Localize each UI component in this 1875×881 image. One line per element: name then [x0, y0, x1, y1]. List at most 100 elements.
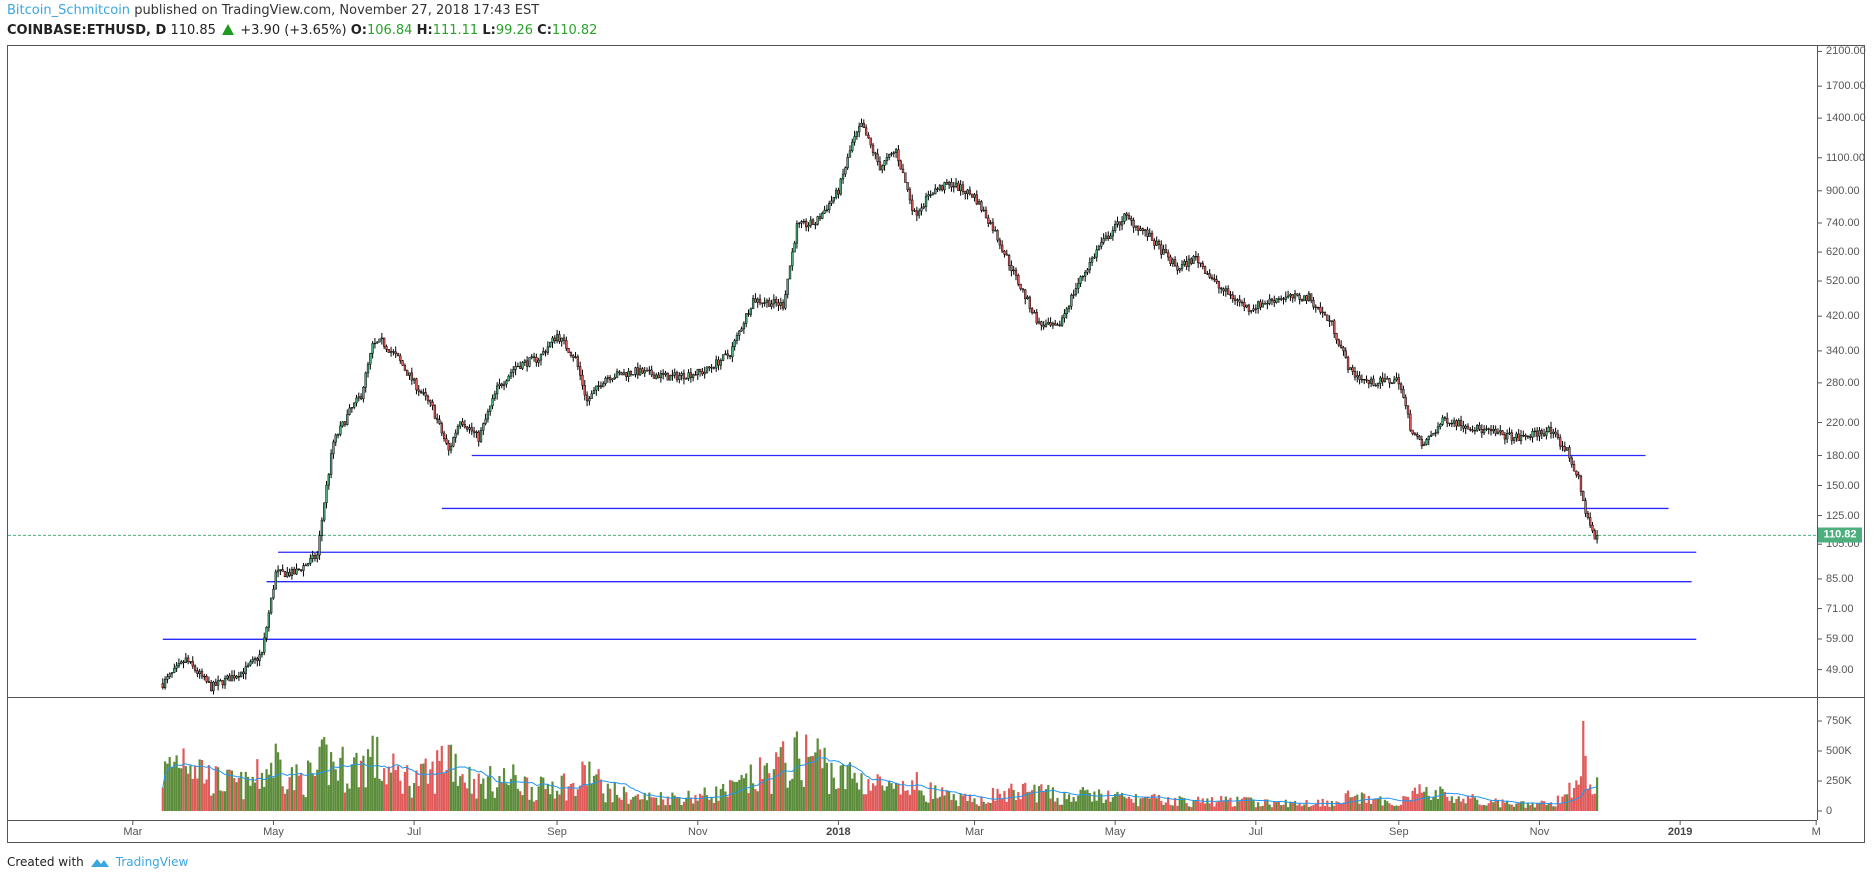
volume-bar — [1439, 786, 1442, 811]
volume-bar — [265, 769, 268, 811]
volume-bar — [890, 783, 893, 811]
candle-body — [987, 217, 990, 224]
candle-body — [180, 661, 183, 664]
volume-bar — [433, 793, 436, 811]
candle-body — [788, 265, 792, 280]
volume-bar — [463, 782, 466, 811]
candle-body — [814, 223, 817, 226]
candle-body — [1120, 221, 1124, 226]
candle-body — [1508, 432, 1511, 434]
volume-bar — [168, 757, 171, 811]
volume-bar — [636, 794, 639, 811]
volume-bar — [1434, 790, 1437, 811]
candle-body — [486, 411, 490, 420]
volume-bar — [761, 778, 764, 811]
candle-body — [1014, 269, 1018, 276]
volume-bar — [1100, 793, 1103, 811]
candle-body — [498, 383, 501, 387]
volume-bar — [1379, 796, 1382, 811]
volume-bar — [934, 785, 937, 811]
volume-bar — [1448, 800, 1451, 811]
volume-bar — [938, 796, 941, 811]
candle-body — [1499, 430, 1502, 433]
low-label: L: — [482, 23, 496, 38]
volume-bar — [1429, 799, 1433, 811]
volume-bar — [320, 739, 323, 811]
volume-bar — [516, 788, 520, 811]
volume-bar — [514, 775, 517, 811]
volume-bar — [1425, 786, 1428, 811]
candle-body — [1187, 258, 1191, 267]
last-value: 110.85 — [170, 23, 216, 38]
candle-body — [177, 663, 181, 667]
volume-bar — [1515, 803, 1518, 811]
volume-bars — [161, 720, 1599, 811]
candle-body — [1086, 269, 1089, 273]
author-link[interactable]: Bitcoin_Schmitcoin — [7, 3, 131, 18]
candle-body — [1266, 303, 1269, 305]
volume-bar — [1496, 799, 1500, 811]
volume-bar — [235, 782, 238, 811]
candle-body — [226, 675, 229, 679]
candle-body — [1418, 435, 1421, 440]
volume-bar — [1261, 805, 1264, 811]
volume-bar — [1086, 789, 1089, 811]
candle-body — [276, 570, 280, 573]
candle-body — [818, 216, 822, 219]
publish-info: Bitcoin_Schmitcoin published on TradingV… — [7, 3, 539, 18]
volume-bar — [579, 785, 582, 811]
candle-body — [1376, 383, 1380, 386]
candle-body — [1164, 249, 1168, 254]
volume-bar — [214, 766, 217, 811]
volume-bar — [673, 795, 676, 811]
volume-bar — [1395, 805, 1398, 811]
volume-bar — [1284, 799, 1287, 811]
volume-bar — [1459, 801, 1463, 811]
candle-body — [265, 626, 268, 639]
volume-bar — [609, 788, 612, 811]
candle-body — [1090, 257, 1094, 263]
candle-body — [193, 665, 197, 671]
tradingview-link[interactable]: TradingView — [115, 855, 189, 869]
candle-body — [332, 441, 335, 455]
volume-bar — [712, 802, 716, 811]
candle-body — [1100, 242, 1103, 247]
volume-bar — [791, 778, 794, 811]
candle-body — [502, 383, 506, 386]
volume-bar — [431, 761, 434, 811]
volume-bar — [323, 737, 326, 811]
candle-body — [1335, 333, 1338, 341]
candle-body — [542, 351, 545, 355]
candle-body — [929, 194, 932, 196]
volume-bar — [219, 790, 222, 811]
support-lines — [162, 454, 1697, 640]
candle-body — [1127, 215, 1131, 219]
candle-body — [595, 385, 598, 391]
candle-body — [532, 356, 536, 358]
candle-body — [260, 652, 264, 656]
volume-bar — [659, 792, 662, 811]
volume-bar — [1236, 796, 1239, 811]
volume-bar — [549, 794, 552, 811]
candle-body — [1542, 433, 1546, 436]
candle-body — [1044, 323, 1048, 328]
candle-body — [251, 659, 254, 663]
volume-bar — [1455, 798, 1458, 811]
candle-body — [1030, 308, 1034, 313]
candle-body — [638, 368, 642, 376]
volume-bar — [613, 782, 616, 811]
candle-body — [385, 346, 388, 350]
volume-bar — [440, 745, 443, 811]
volume-bar — [998, 793, 1001, 811]
volume-bar — [929, 782, 932, 811]
candle-body — [221, 680, 224, 686]
candle-body — [768, 300, 771, 307]
volume-bar — [1079, 789, 1082, 811]
volume-bar — [574, 795, 577, 811]
volume-bar — [657, 805, 660, 811]
volume-bar — [1542, 801, 1546, 811]
volume-bar — [811, 755, 815, 811]
volume-bar — [251, 776, 254, 811]
candle-body — [1263, 303, 1267, 305]
